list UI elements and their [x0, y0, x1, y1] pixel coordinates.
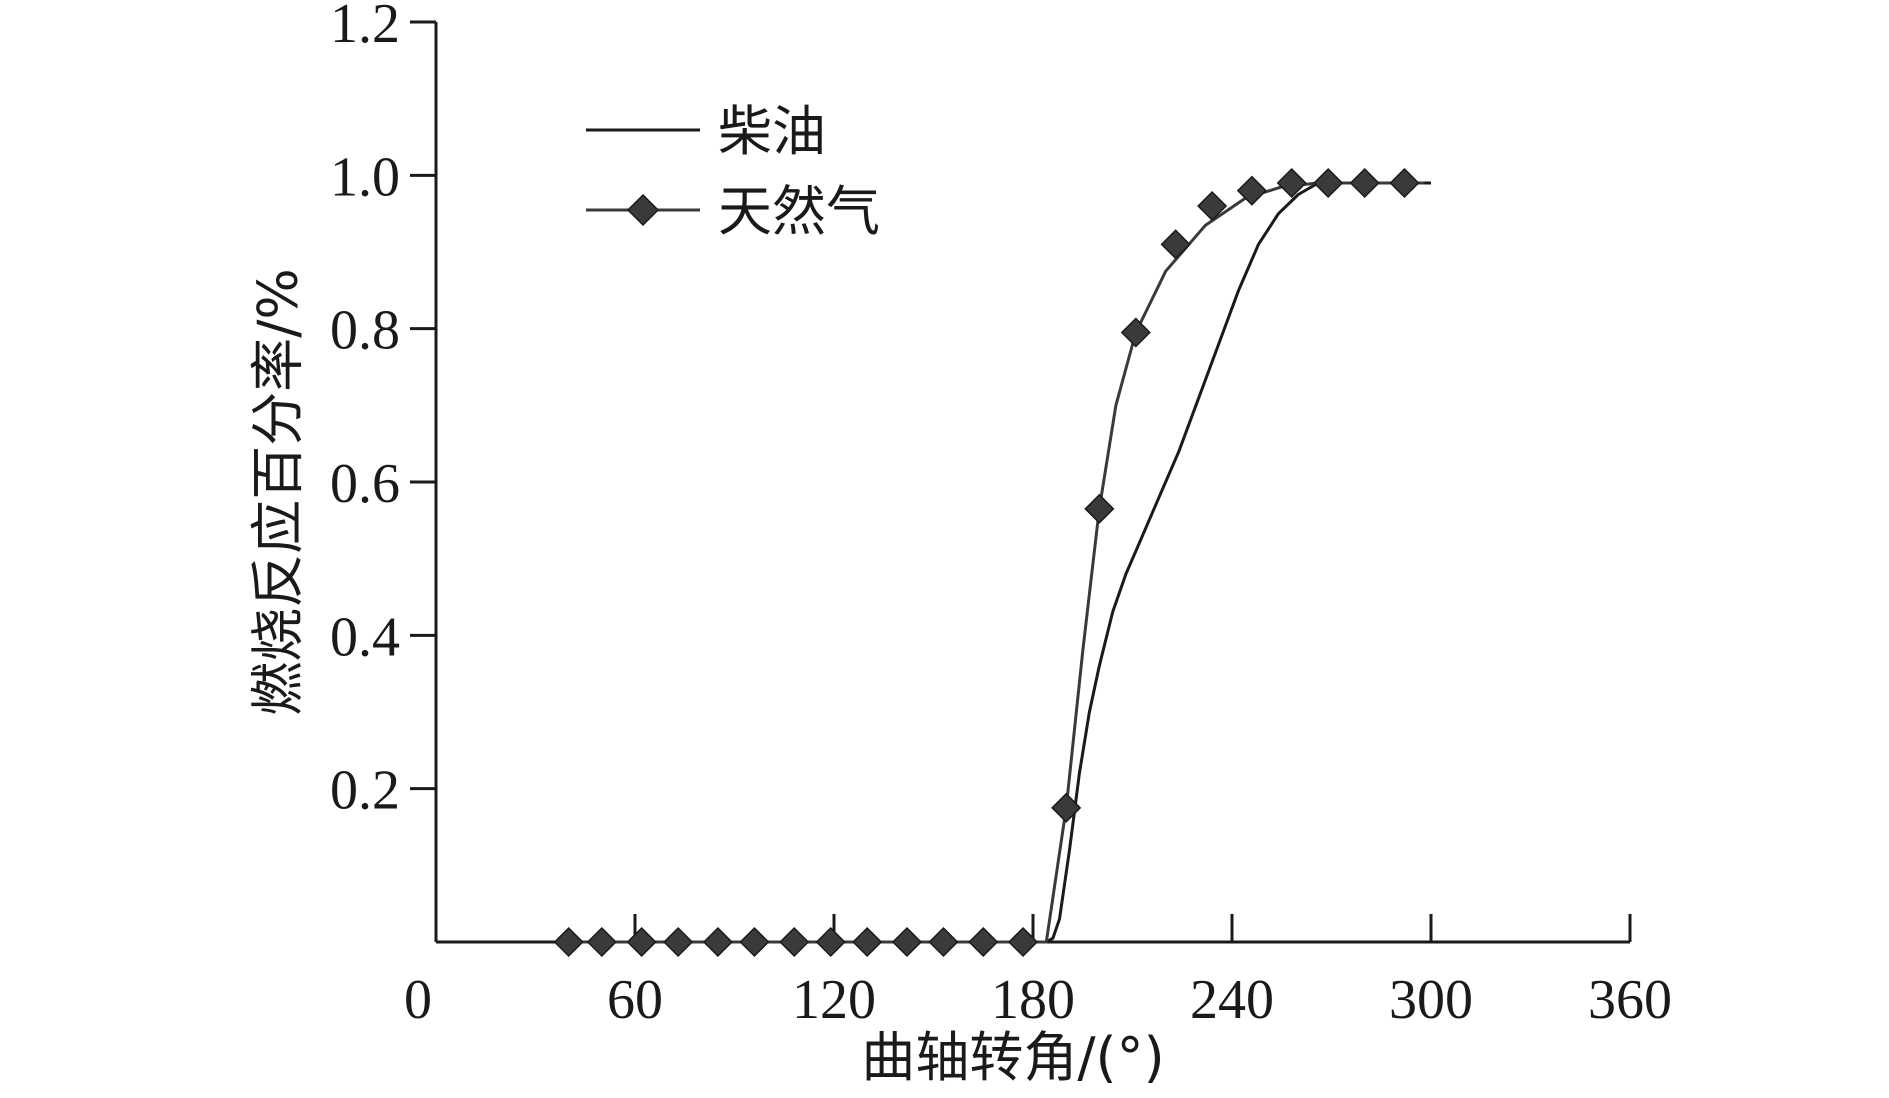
data-point — [1349, 167, 1380, 199]
data-point — [1007, 926, 1039, 958]
data-point — [1389, 167, 1420, 199]
series-line-1 — [568, 181, 1431, 944]
data-point — [663, 926, 694, 958]
x-tick-label: 360 — [1588, 969, 1672, 1031]
data-point — [1160, 229, 1191, 260]
data-point — [553, 926, 584, 958]
data-point — [815, 926, 846, 958]
data-point — [1236, 175, 1267, 206]
data-point — [1197, 190, 1228, 222]
data-point — [739, 926, 770, 958]
legend-marker — [626, 193, 660, 227]
data-point — [779, 926, 810, 958]
data-point — [1276, 167, 1307, 199]
data-point — [891, 926, 923, 958]
series-layer — [553, 167, 1431, 958]
data-point — [1313, 167, 1344, 199]
data-point — [928, 926, 959, 958]
legend-label: 柴油 — [718, 100, 826, 163]
data-point — [968, 926, 999, 958]
series-line-2 — [568, 181, 1425, 944]
x-tick-label: 300 — [1389, 969, 1473, 1031]
data-point — [1120, 317, 1151, 348]
y-tick-label: 0.4 — [330, 606, 400, 668]
x-tick-label: 180 — [991, 969, 1075, 1031]
y-tick-label: 0.2 — [330, 760, 400, 822]
data-point — [626, 926, 657, 958]
data-point — [586, 926, 617, 958]
y-tick-label: 1.2 — [330, 0, 400, 55]
data-point — [1051, 792, 1082, 823]
y-tick-label: 0.6 — [330, 453, 400, 515]
x-tick-label: 0 — [404, 969, 432, 1031]
data-point — [852, 926, 883, 958]
x-tick-label: 120 — [792, 969, 876, 1031]
data-point — [702, 926, 733, 958]
x-axis-title: 曲轴转角/(°) — [861, 1026, 1164, 1089]
x-tick-label: 240 — [1190, 969, 1274, 1031]
data-point — [1084, 493, 1115, 524]
y-tick-label: 0.8 — [330, 300, 400, 362]
axes: 0 60 120 180 240 300 360 0.2 0.4 0.6 0.8 1.0 1.2 — [330, 0, 1672, 1031]
y-axis-title: 燃烧反应百分率/% — [247, 268, 310, 716]
legend-label: 天然气 — [718, 180, 880, 243]
y-tick-label: 1.0 — [330, 146, 400, 208]
x-tick-label: 60 — [607, 969, 663, 1031]
